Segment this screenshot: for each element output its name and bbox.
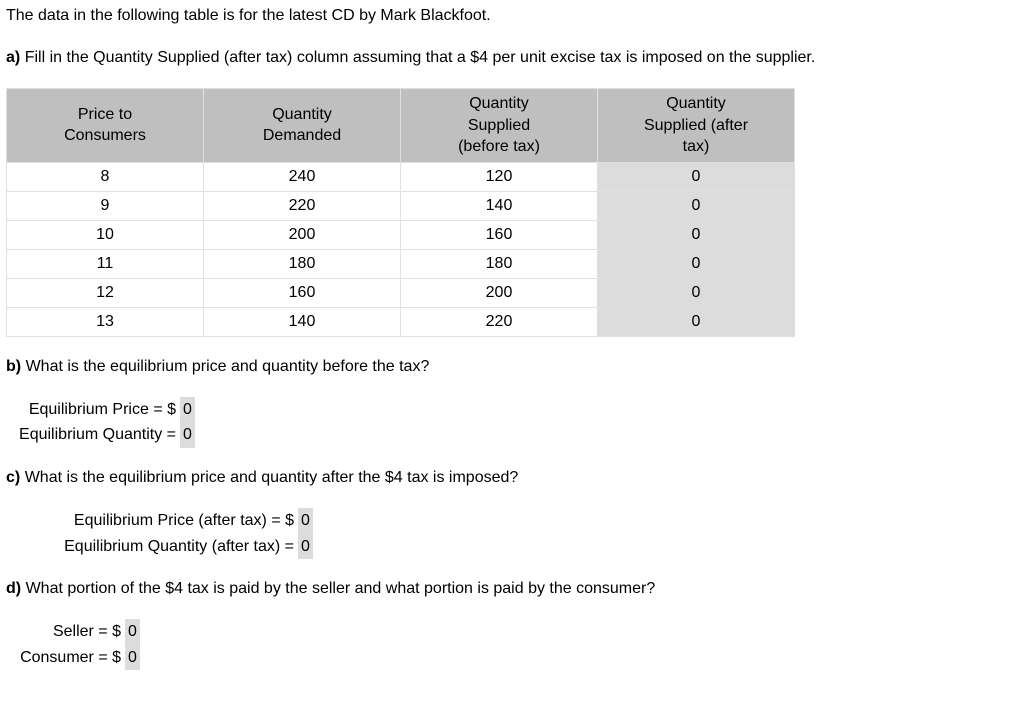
part-a-text: Fill in the Quantity Supplied (after tax… [25,49,816,66]
part-b-text: What is the equilibrium price and quanti… [26,358,430,375]
question-c: c) What is the equilibrium price and qua… [6,466,1018,490]
cell-qd: 160 [204,278,401,307]
cell-qd: 140 [204,307,401,336]
cell-price: 13 [7,307,204,336]
question-d: d) What portion of the $4 tax is paid by… [6,577,1018,601]
cell-qd: 240 [204,162,401,191]
cell-qs-after[interactable]: 0 [598,278,795,307]
part-d-text: What portion of the $4 tax is paid by th… [26,580,656,597]
table-row: 92201400 [7,191,795,220]
eq-qty-after-label: Equilibrium Quantity (after tax) = [6,534,294,560]
cell-price: 11 [7,249,204,278]
table-row: 102001600 [7,220,795,249]
part-c-text: What is the equilibrium price and quanti… [25,469,519,486]
cell-qs-before: 140 [401,191,598,220]
table-row: 131402200 [7,307,795,336]
eq-qty-after-input[interactable]: 0 [298,534,313,560]
cell-qd: 180 [204,249,401,278]
cell-price: 10 [7,220,204,249]
part-b-label: b) [6,358,21,375]
col-header-qs-after: QuantitySupplied (aftertax) [598,89,795,163]
table-header-row: Price toConsumers QuantityDemanded Quant… [7,89,795,163]
cell-qs-after[interactable]: 0 [598,249,795,278]
seller-label: Seller = $ [6,619,121,645]
cell-price: 9 [7,191,204,220]
cell-qs-after[interactable]: 0 [598,162,795,191]
cell-qs-after[interactable]: 0 [598,191,795,220]
cell-qd: 220 [204,191,401,220]
cell-qs-after[interactable]: 0 [598,307,795,336]
question-b: b) What is the equilibrium price and qua… [6,355,1018,379]
cell-qs-after[interactable]: 0 [598,220,795,249]
eq-price-after-label: Equilibrium Price (after tax) = $ [6,508,294,534]
eq-price-input[interactable]: 0 [180,397,195,423]
table-row: 121602000 [7,278,795,307]
eq-qty-label: Equilibrium Quantity = [6,422,176,448]
col-header-qs-before: QuantitySupplied(before tax) [401,89,598,163]
col-header-price: Price toConsumers [7,89,204,163]
cell-qd: 200 [204,220,401,249]
eq-price-label: Equilibrium Price = $ [6,397,176,423]
eq-qty-input[interactable]: 0 [180,422,195,448]
table-row: 111801800 [7,249,795,278]
cell-price: 12 [7,278,204,307]
supply-demand-table: Price toConsumers QuantityDemanded Quant… [6,88,795,337]
table-row: 82401200 [7,162,795,191]
consumer-input[interactable]: 0 [125,645,140,671]
eq-price-after-input[interactable]: 0 [298,508,313,534]
cell-price: 8 [7,162,204,191]
answers-b: Equilibrium Price = $0 Equilibrium Quant… [6,397,1018,448]
cell-qs-before: 160 [401,220,598,249]
seller-input[interactable]: 0 [125,619,140,645]
consumer-label: Consumer = $ [6,645,121,671]
part-c-label: c) [6,469,20,486]
answers-c: Equilibrium Price (after tax) = $0 Equil… [6,508,1018,559]
cell-qs-before: 200 [401,278,598,307]
cell-qs-before: 120 [401,162,598,191]
part-d-label: d) [6,580,21,597]
col-header-qd: QuantityDemanded [204,89,401,163]
cell-qs-before: 220 [401,307,598,336]
cell-qs-before: 180 [401,249,598,278]
intro-text: The data in the following table is for t… [6,4,1018,28]
question-a: a) Fill in the Quantity Supplied (after … [6,46,1018,70]
answers-d: Seller = $0 Consumer = $0 [6,619,1018,670]
part-a-label: a) [6,49,20,66]
